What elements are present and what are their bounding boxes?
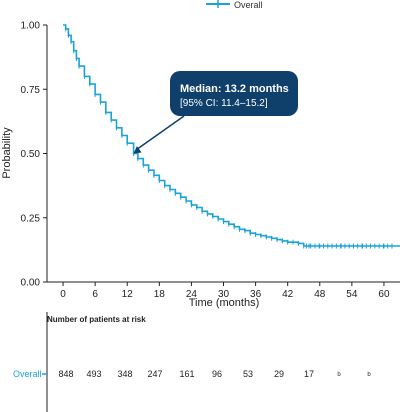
risk-count: 348 [117,369,132,379]
x-tick-label: 0 [60,289,66,300]
risk-row-label: Overall [13,369,42,379]
legend-label: Overall [234,0,263,10]
median-box [170,71,298,116]
risk-count: 848 [58,369,73,379]
median-ci-text: [95% CI: 11.4–15.2] [180,98,268,109]
median-arrow [136,115,185,151]
risk-count: 161 [179,369,194,379]
x-tick-label: 18 [154,289,166,300]
x-tick-label: 60 [378,289,390,300]
y-tick-label: 0.50 [21,149,41,160]
x-tick-label: 12 [122,289,134,300]
axes: 0.00 0.25 0.50 0.75 1.00 0 6 12 18 24 30 36 42 48 54 60 [21,21,400,300]
km-curve-overall [63,24,400,247]
risk-count: 17 [304,369,314,379]
x-tick-label: 54 [346,289,358,300]
legend: Overall [206,0,263,10]
x-tick-label: 36 [250,289,262,300]
y-tick-label: 0.00 [21,278,41,289]
risk-count: 493 [86,369,101,379]
y-axis-label: Probability [1,127,13,179]
median-text: Median: 13.2 months [180,83,289,95]
risk-count: 29 [274,369,284,379]
x-tick-label: 6 [92,289,98,300]
x-tick-label: 24 [186,289,198,300]
risk-counts: 848 493 348 247 161 96 53 29 17 b b [58,369,371,379]
y-tick-label: 0.25 [21,213,41,224]
risk-count: 96 [212,369,222,379]
y-tick-label: 1.00 [21,21,41,32]
risk-count: b [337,372,341,378]
x-tick-label: 30 [218,289,230,300]
median-arrowhead [133,146,142,154]
risk-table: Number of patients at risk Overall 848 49… [13,312,371,412]
risk-table-title: Number of patients at risk [47,315,146,324]
risk-count: 53 [243,369,253,379]
x-axis-label: Time (months) [189,297,260,309]
x-tick-label: 42 [282,289,294,300]
risk-count: 247 [147,369,162,379]
y-tick-label: 0.75 [21,85,41,96]
risk-count: b [367,372,371,378]
median-annotation: Median: 13.2 months [95% CI: 11.4–15.2] [133,71,298,154]
x-tick-label: 48 [314,289,326,300]
curve-layer [63,24,400,249]
